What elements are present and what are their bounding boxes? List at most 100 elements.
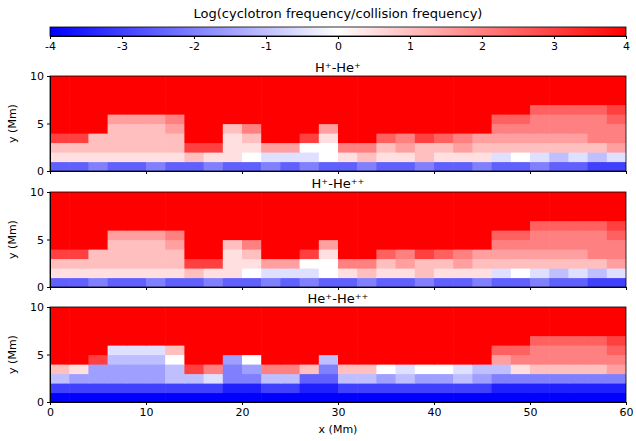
cell [588, 345, 608, 355]
cell [184, 393, 204, 403]
cell [492, 374, 512, 384]
cell [568, 307, 588, 317]
cell [184, 383, 204, 393]
cell [204, 374, 224, 384]
cell [146, 268, 166, 278]
cell [300, 192, 320, 202]
cell [146, 393, 166, 403]
cell [261, 326, 281, 336]
cell [165, 230, 185, 240]
tick-mark [530, 287, 531, 290]
cell [453, 355, 473, 365]
cell [223, 230, 243, 240]
cell [50, 95, 70, 105]
cell [492, 230, 512, 240]
cell [568, 259, 588, 269]
cell [568, 162, 588, 172]
cell [357, 393, 377, 403]
cell [492, 162, 512, 172]
cell [588, 249, 608, 259]
cell [146, 162, 166, 172]
tick [626, 171, 627, 174]
cell [376, 124, 396, 134]
cell [300, 95, 320, 105]
heatmap-cells [50, 76, 626, 171]
cell [280, 221, 300, 231]
cell [204, 249, 224, 259]
tick-label: 20 [236, 406, 250, 419]
cell [50, 317, 70, 327]
cell [376, 240, 396, 250]
cell [434, 221, 454, 231]
cell [280, 124, 300, 134]
cell [357, 355, 377, 365]
cell [127, 95, 147, 105]
cell [588, 326, 608, 336]
cell [146, 192, 166, 202]
cell [376, 374, 396, 384]
cell [376, 317, 396, 327]
cell [261, 355, 281, 365]
cell [396, 162, 416, 172]
tick-label: -1 [261, 40, 272, 53]
cell [204, 152, 224, 162]
cell [415, 162, 435, 172]
cell [338, 105, 358, 115]
cell [319, 259, 339, 269]
tick: 5 [37, 349, 50, 362]
cell [607, 162, 626, 172]
tick [530, 171, 531, 174]
cell [127, 355, 147, 365]
cell [530, 230, 550, 240]
cell [184, 307, 204, 317]
cell [357, 230, 377, 240]
cell [338, 124, 358, 134]
cell [300, 249, 320, 259]
cell [453, 278, 473, 288]
cell [511, 278, 531, 288]
cell [204, 268, 224, 278]
cell [261, 143, 281, 153]
tick-label: 10 [30, 186, 44, 199]
cell [165, 221, 185, 231]
cell [108, 268, 128, 278]
tick-label: 0 [37, 281, 44, 294]
cell [607, 249, 626, 259]
cell [242, 355, 262, 365]
cell [415, 202, 435, 212]
tick-mark [47, 124, 50, 125]
cell [607, 393, 626, 403]
cell [511, 76, 531, 86]
cell [549, 249, 569, 259]
cell [434, 374, 454, 384]
cell [300, 105, 320, 115]
cell [50, 202, 70, 212]
cell [376, 393, 396, 403]
cell [549, 230, 569, 240]
cell [588, 124, 608, 134]
cell [146, 345, 166, 355]
cell [165, 326, 185, 336]
cell [492, 124, 512, 134]
panel-title: H⁺-He⁺ [315, 60, 361, 75]
cell [492, 133, 512, 143]
cell [88, 202, 108, 212]
cell [338, 259, 358, 269]
cell [376, 86, 396, 96]
cell [376, 114, 396, 124]
cell [50, 393, 70, 403]
y-axis-title: y (Mm) [6, 335, 19, 374]
cell [146, 211, 166, 221]
tick-label: 60 [620, 406, 634, 419]
cell [69, 259, 89, 269]
cell [472, 133, 492, 143]
cell [146, 249, 166, 259]
cell [108, 307, 128, 317]
cell [69, 383, 89, 393]
tick-mark [47, 402, 50, 403]
cell [415, 374, 435, 384]
cell [146, 95, 166, 105]
cell [415, 240, 435, 250]
cell [50, 326, 70, 336]
cell [396, 114, 416, 124]
